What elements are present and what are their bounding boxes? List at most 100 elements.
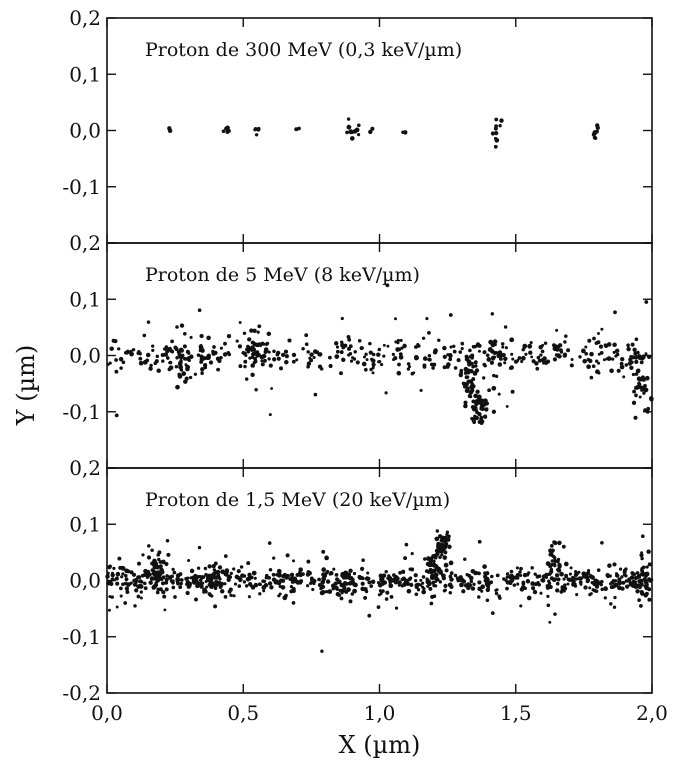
scatter-point [365,358,369,362]
scatter-point [509,573,514,578]
scatter-point [512,583,517,587]
x-tick-label: 0,0 [91,701,123,725]
scatter-point [617,585,622,591]
scatter-point [166,552,171,557]
scatter-point [164,577,169,582]
scatter-point [586,578,591,583]
scatter-point [537,583,541,587]
scatter-point [334,354,340,359]
scatter-point [188,584,192,588]
scatter-point [368,341,372,346]
scatter-point [473,570,478,575]
scatter-point [620,357,625,362]
scatter-point [549,569,554,574]
scatter-point [539,353,543,357]
scatter-point [621,580,626,585]
scatter-point [505,572,510,576]
scatter-point [393,574,399,580]
scatter-point [396,338,400,343]
scatter-point [216,367,221,372]
scatter-point [338,588,342,593]
scatter-point [213,604,218,609]
scatter-point [430,594,435,599]
scatter-point [570,357,574,362]
scatter-point [208,360,214,365]
scatter-point [440,553,444,557]
scatter-point [547,579,551,583]
scatter-point [139,584,144,589]
scatter-point [217,358,222,364]
scatter-point [438,555,442,559]
scatter-point [157,557,161,562]
scatter-point [317,352,322,357]
scatter-point [501,345,505,349]
scatter-point [636,376,642,382]
scatter-point [555,348,560,352]
scatter-point [556,353,561,358]
scatter-point [542,356,547,361]
scatter-point [482,564,487,569]
scatter-point [552,558,558,564]
scatter-point [178,572,183,577]
scatter-point [598,344,604,349]
scatter-point [151,569,156,574]
scatter-point [364,589,369,594]
scatter-point [132,582,138,587]
scatter-point [591,364,596,369]
scatter-point [477,343,482,348]
scatter-point [546,594,550,598]
scatter-point [470,586,476,591]
scatter-point [561,544,566,549]
scatter-point [359,575,364,580]
scatter-point [527,343,533,349]
scatter-point [417,344,421,348]
scatter-point [132,578,137,583]
scatter-point [589,375,594,380]
scatter-point [392,358,395,362]
scatter-point [406,588,412,594]
scatter-point [545,561,551,566]
scatter-point [480,406,485,412]
scatter-point [482,350,487,355]
scatter-point [199,575,205,580]
scatter-point [425,317,429,321]
scatter-point [562,577,566,581]
scatter-point [189,335,193,339]
scatter-point [386,576,390,580]
scatter-point [431,559,436,564]
scatter-point [630,342,635,347]
scatter-point [402,343,407,349]
scatter-point [549,549,554,554]
scatter-point [632,389,637,394]
scatter-point [199,357,205,362]
scatter-point [346,117,351,121]
scatter-point [278,579,283,583]
scatter-point [129,349,133,353]
scatter-point [388,583,392,586]
scatter-point [613,595,617,600]
scatter-point [211,564,216,569]
scatter-point [370,579,376,585]
scatter-point [511,357,515,361]
scatter-point [321,567,327,572]
scatter-point [443,588,447,592]
scatter-point [179,363,183,368]
scatter-point [280,352,286,358]
scatter-point [482,414,488,419]
scatter-point [258,592,262,596]
scatter-point [587,338,592,343]
scatter-point [490,312,495,316]
scatter-point [647,597,652,602]
scatter-point [173,345,178,350]
scatter-point [592,336,596,341]
scatter-point [402,130,408,135]
scatter-point [596,340,601,345]
scatter-point [394,317,397,321]
scatter-point [403,556,408,561]
scatter-point [449,577,454,582]
scatter-point [118,356,124,362]
scatter-point [438,571,443,575]
scatter-point [589,592,593,596]
scatter-point [196,566,201,570]
scatter-point [269,585,274,590]
